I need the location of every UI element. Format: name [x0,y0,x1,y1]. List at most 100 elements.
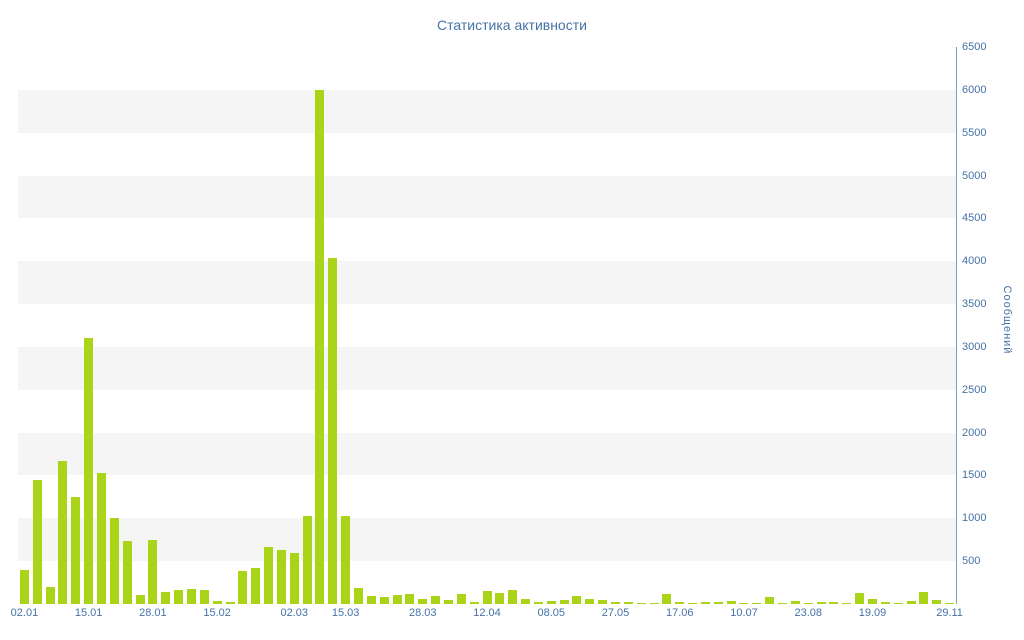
column-bar [135,595,145,604]
column-bar [906,601,916,604]
column-bar [71,496,81,604]
column-bar [289,552,299,604]
column-bar [97,472,107,604]
x-tick-label: 28.03 [408,607,437,619]
column-bar [482,591,492,604]
y-axis-title: Сообщений [1001,285,1013,355]
y-tick-label: 1000 [962,512,987,525]
y-tick-label: 6000 [962,83,987,96]
column-bar [880,602,890,604]
column-bar [443,600,453,604]
plot-band [18,261,956,305]
column-bar [58,460,68,604]
x-tick-label: 15.02 [203,607,231,619]
column-bar [186,589,196,604]
column-bar [508,589,518,604]
plot-band [18,89,956,133]
column-bar [700,602,710,604]
column-bar [867,598,877,604]
column-bar [726,600,736,604]
column-bar [469,601,479,604]
column-bar [790,601,800,604]
plot-band [18,432,956,476]
y-axis-line [956,47,957,604]
column-bar [675,601,685,604]
column-bar [495,592,505,604]
column-bar [688,602,698,604]
column-bar [636,603,646,604]
column-bar [803,603,813,604]
column-bar [212,600,222,604]
column-bar [264,547,274,604]
x-tick-label: 28.01 [139,607,167,619]
column-bar [45,586,55,604]
column-bar [238,571,248,604]
column-bar [765,597,775,604]
y-tick-label: 1500 [962,469,987,482]
column-bar [855,592,865,604]
column-bar [829,602,839,604]
column-bar [199,590,209,604]
x-tick-label: 23.08 [794,607,822,619]
column-bar [521,598,531,604]
column-bar [328,257,338,604]
column-bar [649,602,659,604]
column-bar [945,603,955,604]
x-tick-label: 08.05 [537,607,565,619]
plot-band [18,346,956,390]
column-bar [533,601,543,604]
column-bar [662,594,672,604]
column-bar [161,592,171,604]
y-tick-label: 4500 [962,212,987,225]
plot-band [18,518,956,562]
column-bar [456,594,466,604]
column-bar [752,603,762,604]
y-tick-label: 3500 [962,298,987,311]
plot-area [18,47,956,604]
column-bar [932,600,942,604]
x-tick-label: 17.06 [665,607,694,619]
plot-band [18,175,956,219]
y-tick-label: 6500 [962,41,987,53]
column-bar [893,603,903,604]
column-bar [251,568,261,604]
column-bar [315,89,325,604]
column-bar [109,518,119,604]
column-bar [276,550,286,604]
column-bar [84,338,94,604]
x-tick-label: 12.04 [473,607,501,619]
x-tick-label: 02.03 [280,607,309,619]
column-bar [225,601,235,604]
column-bar [405,594,415,604]
y-tick-label: 4000 [962,255,987,268]
y-tick-label: 500 [962,555,981,568]
x-tick-label: 29.11 [936,607,963,619]
column-bar [842,602,852,604]
chart-title: Статистика активности [437,17,587,33]
x-tick-label: 19.09 [858,607,887,619]
x-tick-label: 15.03 [331,607,360,619]
y-tick-label: 3000 [962,340,987,353]
column-bar [174,590,184,604]
x-tick-label: 27.05 [601,607,630,619]
column-bar [919,592,929,604]
x-tick-label: 10.07 [730,607,758,619]
column-bar [32,479,42,604]
column-bar [148,539,158,604]
column-bar [431,595,441,604]
column-bar [19,569,29,604]
column-bar [379,597,389,604]
column-bar [354,588,363,604]
column-bar [713,602,723,604]
column-bar [572,595,582,604]
column-bar [610,601,620,604]
column-bar [341,515,351,604]
column-bar [816,601,826,604]
y-tick-label: 2000 [962,426,987,439]
y-tick-label: 2500 [962,383,987,396]
column-bar [778,603,788,604]
y-tick-label: 5000 [962,169,987,182]
x-tick-label: 15.01 [74,607,103,619]
column-bar [598,600,608,604]
